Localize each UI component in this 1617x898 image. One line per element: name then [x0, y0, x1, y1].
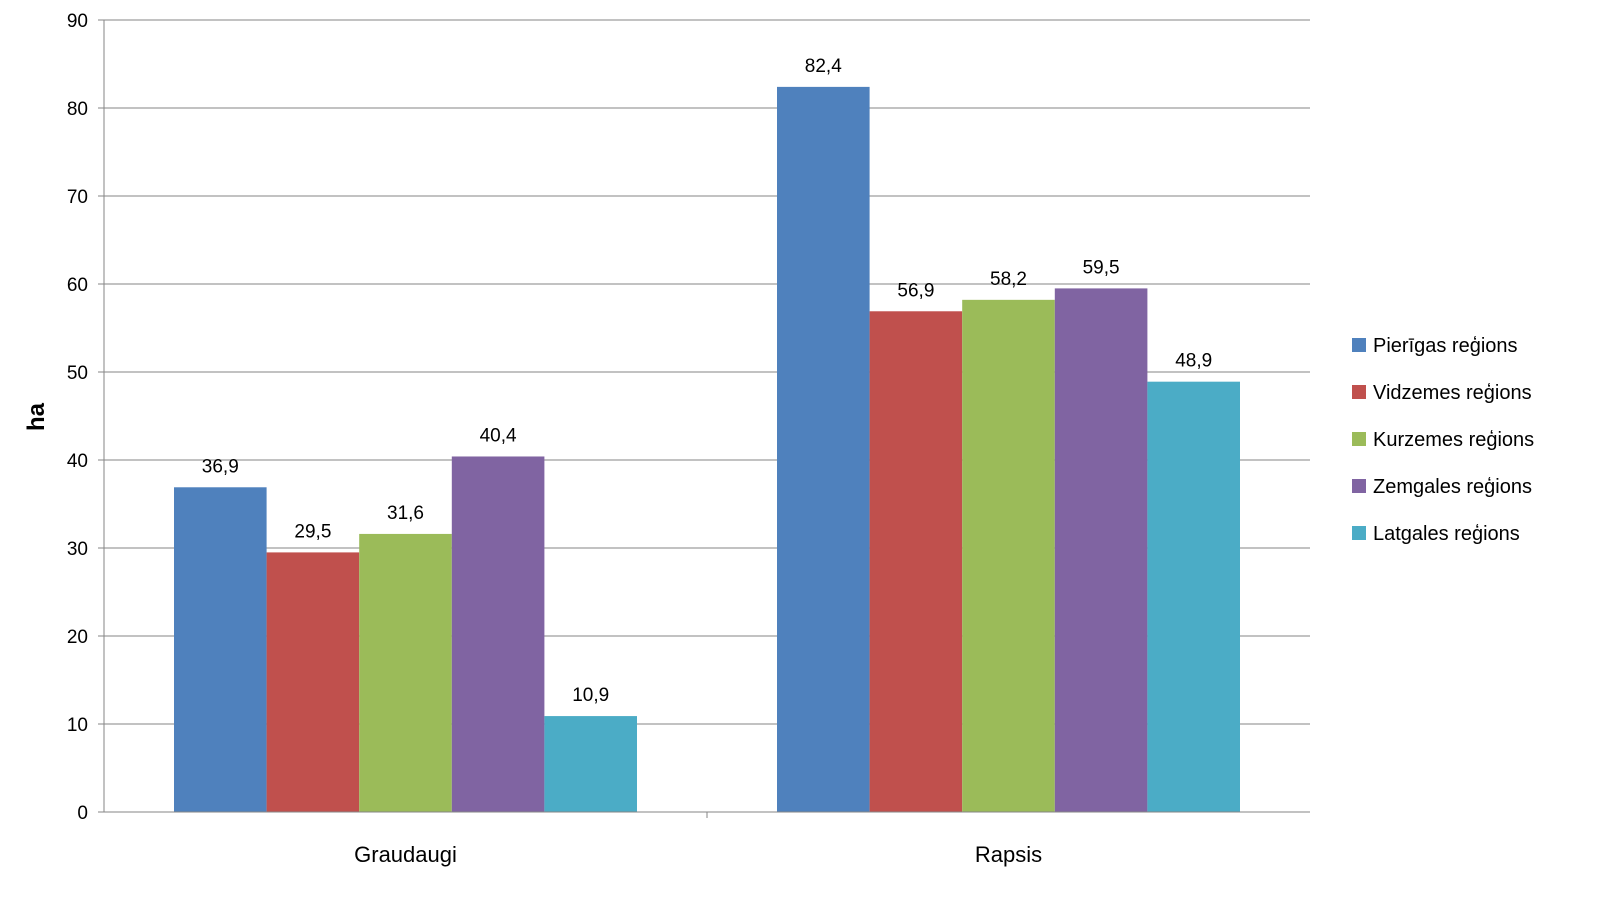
bar — [266, 552, 360, 812]
bar — [174, 487, 267, 812]
bar — [1054, 288, 1148, 812]
legend-swatch — [1352, 432, 1366, 446]
bar — [962, 299, 1055, 813]
data-labels: 36,9 29,5 31,6 40,4 10,9 82,4 56,9 58,2 59,5 48,9 — [202, 56, 1212, 706]
axes: 0 10 20 30 40 50 60 70 80 90 Graudaugi Rapsis — [67, 11, 1310, 867]
bar — [451, 456, 545, 812]
legend-swatch — [1352, 338, 1366, 352]
data-label: 58,2 — [990, 269, 1027, 290]
legend-swatch — [1352, 526, 1366, 540]
bar — [359, 533, 452, 812]
data-label: 36,9 — [202, 456, 239, 477]
bar — [544, 716, 637, 812]
data-label: 82,4 — [805, 56, 842, 77]
data-label: 31,6 — [387, 503, 424, 524]
data-label: 10,9 — [572, 685, 609, 706]
legend-label: Pierīgas reģions — [1373, 335, 1518, 357]
legend-label: Zemgales reģions — [1373, 476, 1532, 498]
legend-swatch — [1352, 479, 1366, 493]
bar — [777, 86, 870, 812]
x-category-label: Rapsis — [975, 842, 1042, 867]
legend-label: Latgales reģions — [1373, 523, 1520, 545]
legend: Pierīgas reģions Vidzemes reģions Kurzemes… — [1352, 335, 1534, 545]
y-tick-label: 50 — [67, 363, 88, 384]
x-category-label: Graudaugi — [354, 842, 457, 867]
data-label: 48,9 — [1175, 351, 1212, 372]
data-label: 59,5 — [1083, 257, 1120, 278]
y-tick-label: 60 — [67, 275, 88, 296]
bar — [869, 311, 963, 812]
y-tick-label: 20 — [67, 627, 88, 648]
y-tick-label: 80 — [67, 99, 88, 120]
bar — [1147, 381, 1240, 812]
y-tick-label: 0 — [77, 803, 88, 824]
bars — [174, 86, 1240, 813]
legend-label: Vidzemes reģions — [1373, 382, 1532, 404]
data-label: 29,5 — [294, 521, 331, 542]
y-tick-label: 10 — [67, 715, 88, 736]
y-axis-title: ha — [23, 402, 50, 431]
data-label: 40,4 — [480, 425, 517, 446]
data-label: 56,9 — [897, 280, 934, 301]
y-tick-label: 40 — [67, 451, 88, 472]
y-tick-label: 70 — [67, 187, 88, 208]
y-tick-label: 30 — [67, 539, 88, 560]
y-tick-label: 90 — [67, 11, 88, 32]
legend-label: Kurzemes reģions — [1373, 429, 1534, 451]
legend-swatch — [1352, 385, 1366, 399]
